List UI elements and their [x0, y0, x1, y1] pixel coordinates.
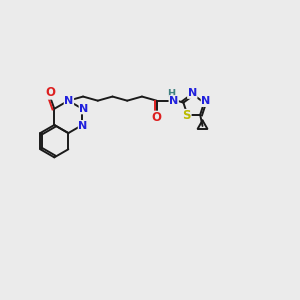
Text: N: N [64, 96, 74, 106]
Text: N: N [79, 104, 88, 114]
Text: H: H [167, 89, 175, 99]
Text: O: O [151, 111, 161, 124]
Text: O: O [45, 86, 55, 99]
Text: S: S [182, 110, 191, 122]
Text: N: N [78, 121, 88, 130]
Text: N: N [201, 96, 211, 106]
Text: N: N [188, 88, 197, 98]
Text: N: N [169, 96, 178, 106]
